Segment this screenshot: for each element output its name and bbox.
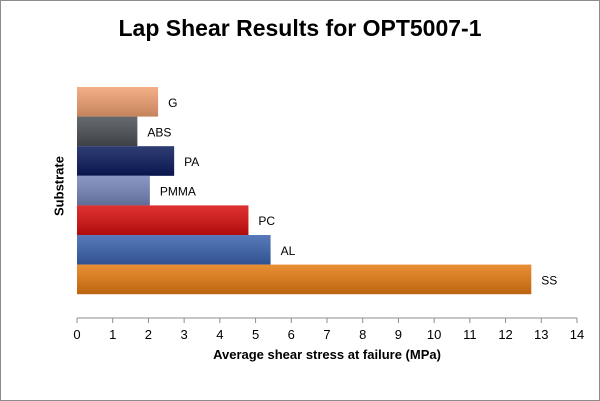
x-tick-label: 14 — [570, 327, 584, 342]
bar-shading — [77, 235, 271, 265]
x-tick-label: 7 — [323, 327, 330, 342]
bar-shading — [77, 146, 175, 176]
x-tick-label: 0 — [73, 327, 80, 342]
x-tick-label: 5 — [252, 327, 259, 342]
bar-shading — [77, 205, 249, 235]
x-tick-label: 2 — [145, 327, 152, 342]
x-tick-label: 3 — [181, 327, 188, 342]
x-tick-label: 4 — [216, 327, 223, 342]
x-tick-label: 12 — [498, 327, 512, 342]
bar-label: G — [168, 96, 177, 110]
bar-label: SS — [541, 273, 557, 287]
bar-label: PC — [258, 214, 275, 228]
bar-shading — [77, 116, 138, 147]
bar-label: AL — [281, 244, 296, 258]
bar-shading — [77, 87, 159, 117]
x-tick-label: 1 — [109, 327, 116, 342]
bar-shading — [77, 264, 532, 295]
x-tick-label: 13 — [534, 327, 548, 342]
bar-label: PA — [184, 155, 199, 169]
bar-label: ABS — [147, 125, 171, 139]
x-tick-label: 10 — [427, 327, 441, 342]
bar-label: PMMA — [160, 185, 196, 199]
x-tick-label: 6 — [288, 327, 295, 342]
x-tick-label: 8 — [359, 327, 366, 342]
x-tick-label: 11 — [463, 327, 477, 342]
x-tick-label: 9 — [395, 327, 402, 342]
bar-shading — [77, 175, 150, 206]
x-axis-label: Average shear stress at failure (MPa) — [213, 347, 441, 362]
chart-title: Lap Shear Results for OPT5007-1 — [118, 15, 482, 41]
